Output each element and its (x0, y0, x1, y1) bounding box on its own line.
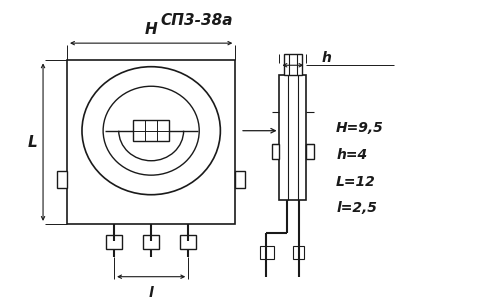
Bar (58, 171, 67, 188)
Text: l=2,5: l=2,5 (336, 202, 377, 215)
Text: l: l (149, 286, 153, 300)
Bar (133, 120, 169, 141)
Bar (106, 235, 122, 249)
Bar (284, 54, 302, 75)
Text: h=4: h=4 (336, 148, 367, 162)
Text: L=12: L=12 (336, 174, 376, 188)
Ellipse shape (82, 67, 220, 195)
Bar (143, 235, 159, 249)
Text: L: L (28, 135, 37, 150)
Bar (181, 235, 196, 249)
Bar (279, 75, 306, 200)
Bar (293, 246, 304, 259)
Bar (235, 171, 245, 188)
Text: H: H (145, 22, 158, 38)
Text: h: h (322, 51, 332, 65)
Bar (260, 246, 274, 259)
Bar (67, 60, 235, 224)
Bar (272, 144, 279, 159)
Bar (306, 144, 314, 159)
Text: H=9,5: H=9,5 (336, 121, 384, 135)
Text: СП3-38а: СП3-38а (161, 13, 233, 27)
Ellipse shape (103, 86, 199, 175)
